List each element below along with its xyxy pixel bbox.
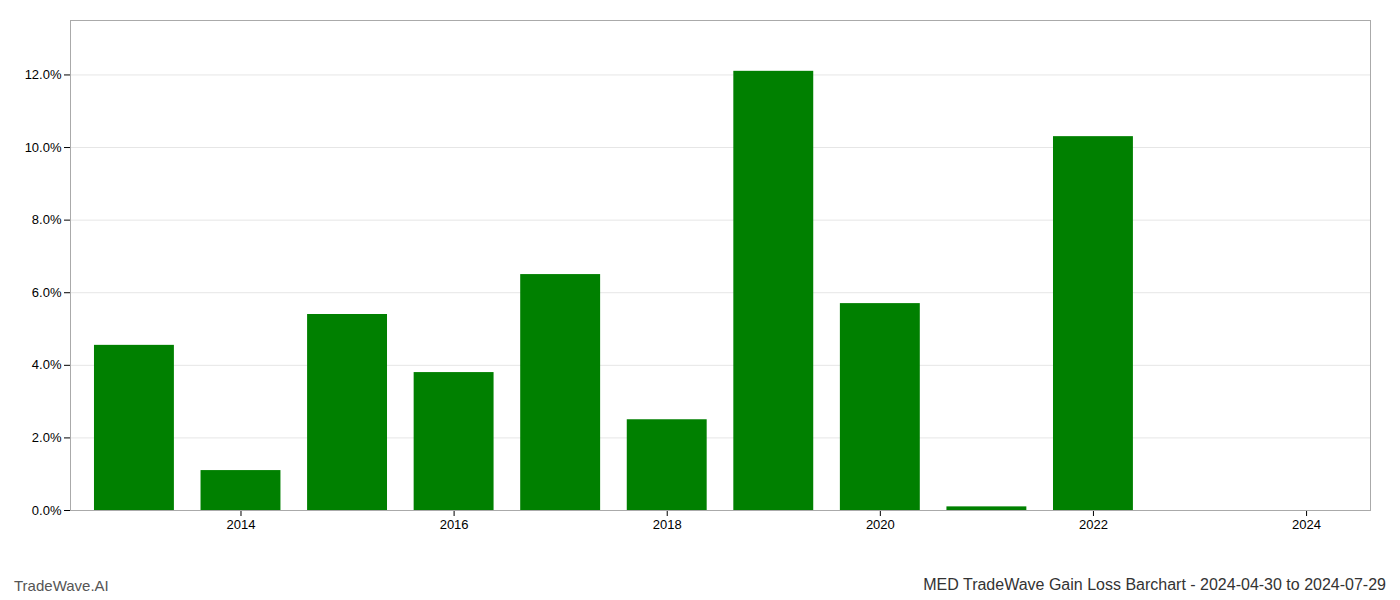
svg-text:10.0%: 10.0% xyxy=(25,140,62,155)
svg-text:2022: 2022 xyxy=(1079,517,1108,532)
html-text:TradeWave.AI: TradeWave.AI xyxy=(14,577,109,594)
svg-text:2024: 2024 xyxy=(1292,517,1321,532)
svg-text:2014: 2014 xyxy=(227,517,256,532)
svg-text:2016: 2016 xyxy=(440,517,469,532)
svg-text:2.0%: 2.0% xyxy=(32,430,62,445)
svg-text:0.0%: 0.0% xyxy=(32,503,62,518)
svg-text:4.0%: 4.0% xyxy=(32,357,62,372)
html-text:MED TradeWave Gain Loss Barcha: MED TradeWave Gain Loss Barchart - 2024-… xyxy=(923,576,1386,593)
svg-text:2018: 2018 xyxy=(653,517,682,532)
svg-text:12.0%: 12.0% xyxy=(25,67,62,82)
svg-text:6.0%: 6.0% xyxy=(32,285,62,300)
svg-text:8.0%: 8.0% xyxy=(32,212,62,227)
svg-text:2020: 2020 xyxy=(866,517,895,532)
